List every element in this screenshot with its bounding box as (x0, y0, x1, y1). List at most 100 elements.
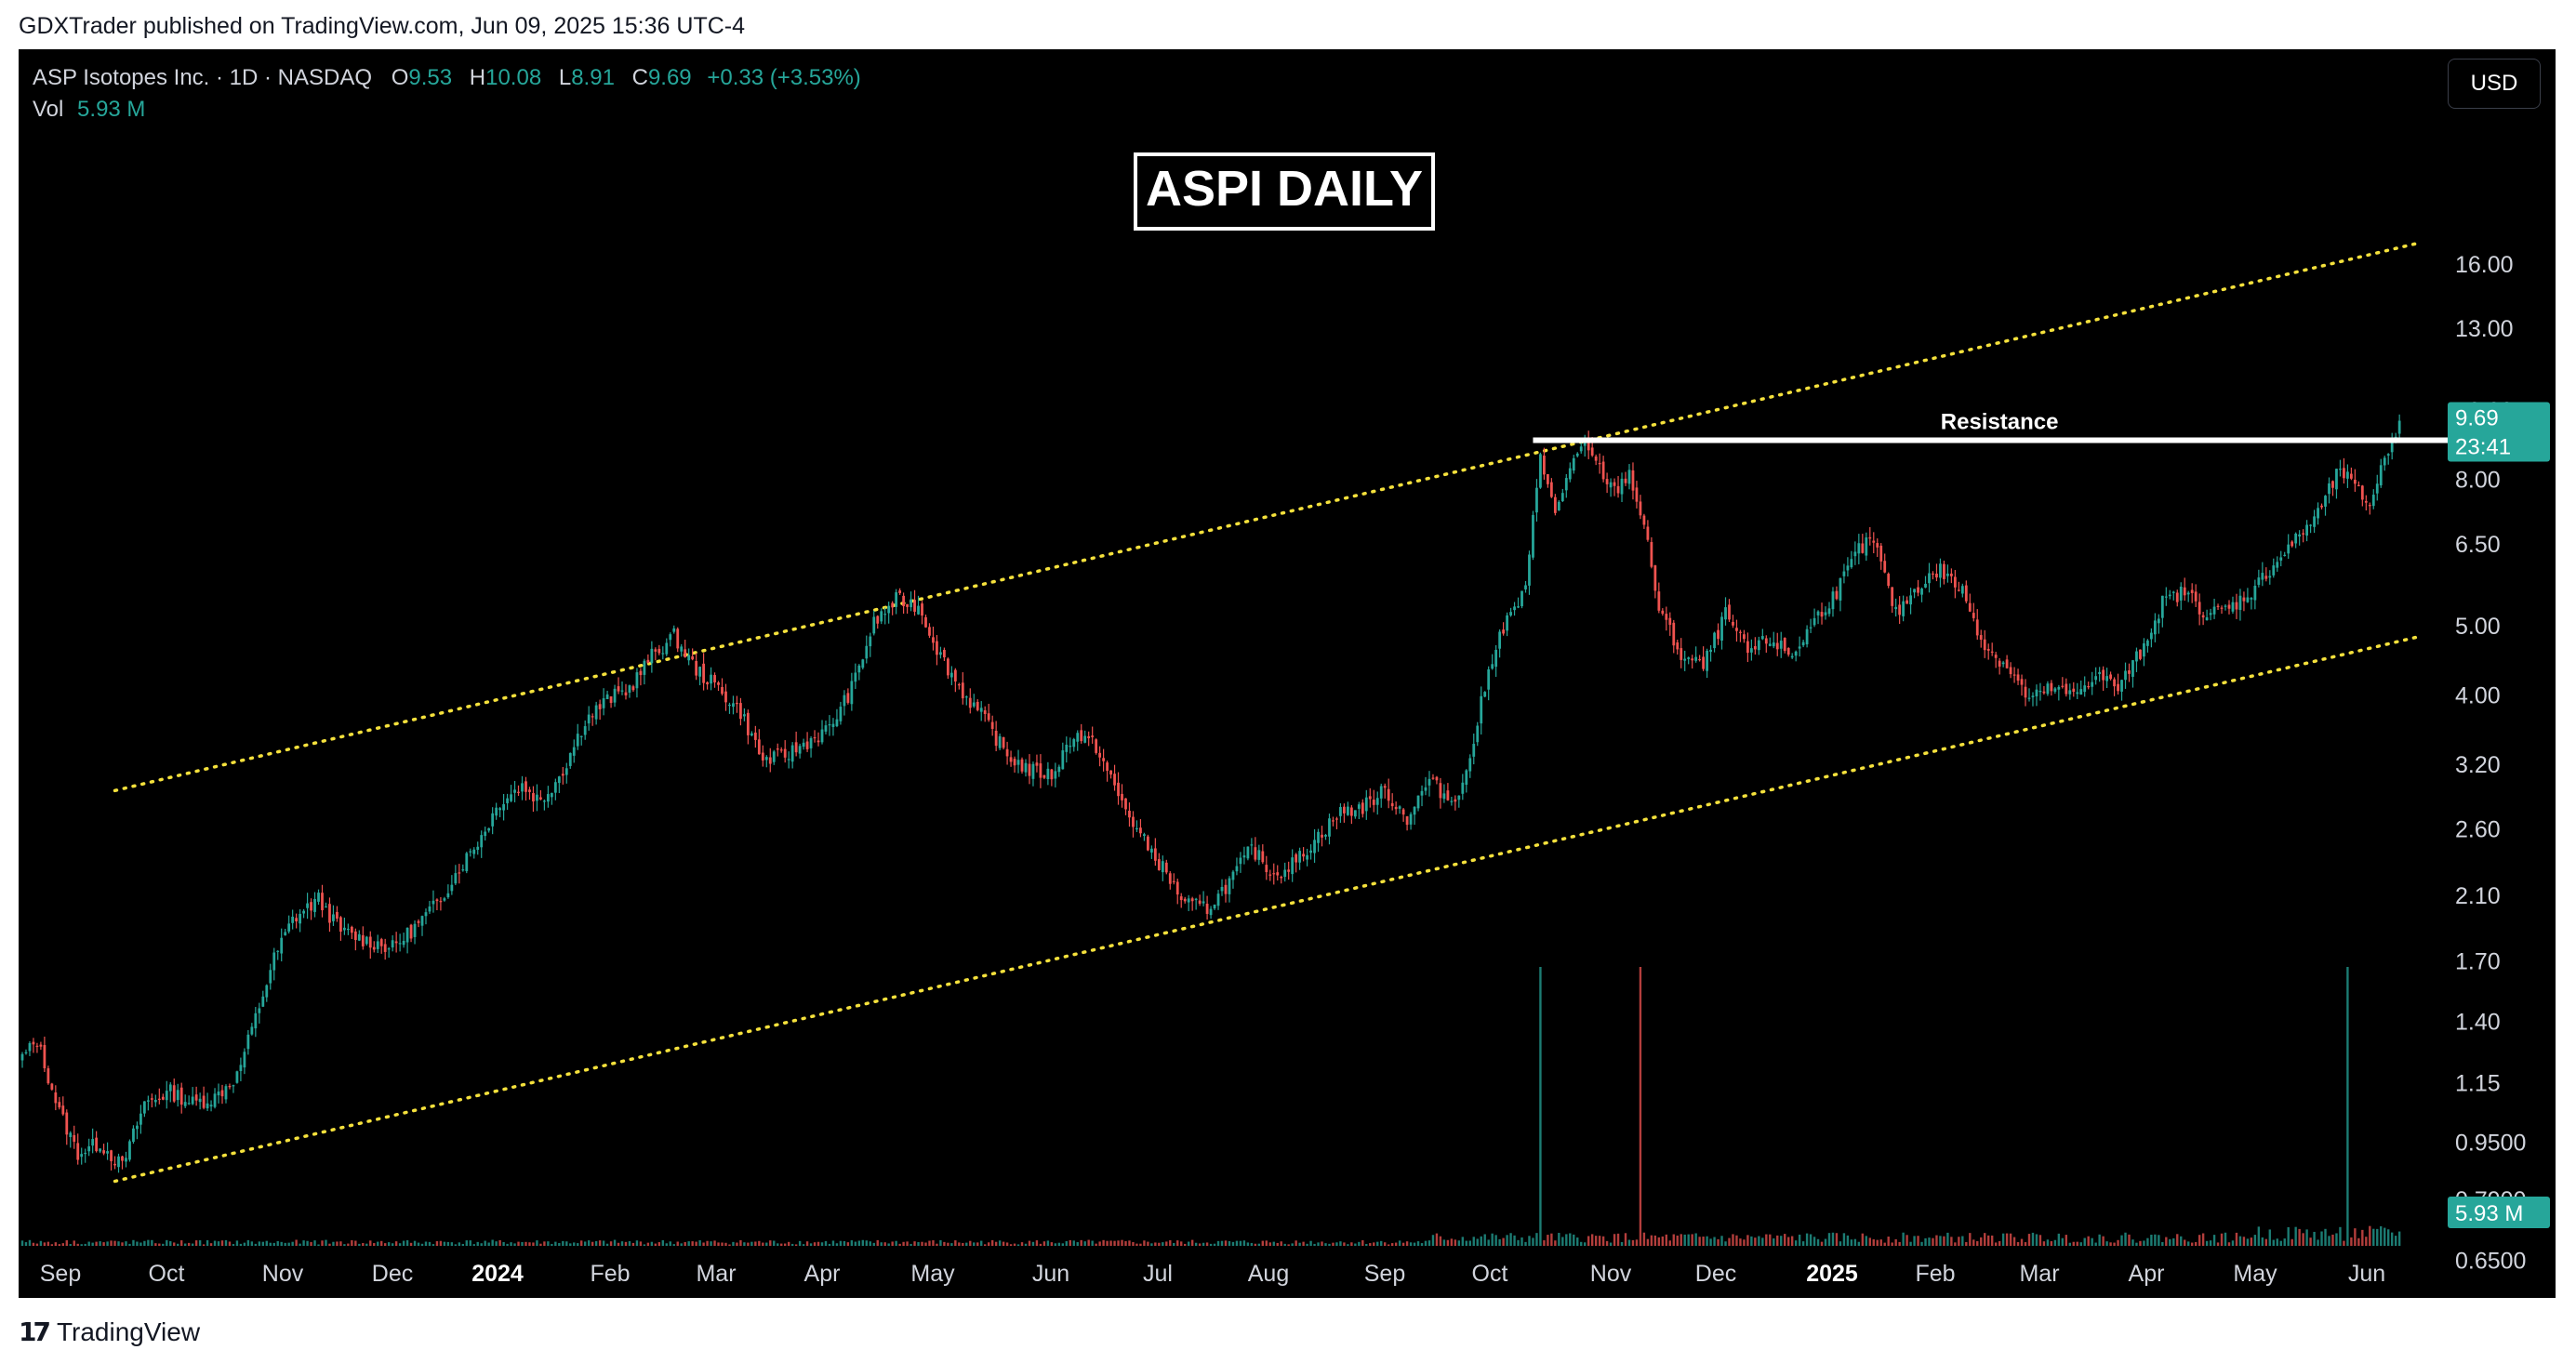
volume-bar (913, 1241, 916, 1246)
tradingview-logo[interactable]: 17 TradingView (19, 1317, 200, 1347)
volume-bar (110, 1240, 113, 1246)
candle (2246, 588, 2250, 603)
volume-bar (1420, 1243, 1424, 1246)
volume-bar (239, 1243, 243, 1246)
candle (728, 702, 731, 714)
candle (424, 908, 428, 925)
candle (1364, 789, 1368, 820)
candle (461, 864, 465, 872)
candle (684, 640, 687, 658)
candle (2072, 682, 2076, 697)
candle (498, 806, 502, 818)
candle (1113, 764, 1116, 791)
resistance-label: Resistance (1941, 410, 2059, 435)
volume-bar (828, 1243, 831, 1246)
volume-bar (2024, 1242, 2027, 1246)
candle (732, 695, 735, 715)
volume-bar (295, 1239, 298, 1246)
volume-bar (583, 1241, 587, 1246)
candle (1339, 803, 1342, 823)
volume-bar (54, 1242, 58, 1246)
candle (1786, 647, 1790, 657)
volume-bar (209, 1243, 213, 1246)
candle (576, 723, 579, 750)
volume-bar (865, 1240, 868, 1246)
volume-bar (2113, 1242, 2116, 1246)
volume-bar (325, 1239, 327, 1246)
volume-bar (1620, 1241, 1624, 1246)
volume-bar (1702, 1237, 1705, 1246)
volume-bar (69, 1244, 72, 1246)
volume-bar (2209, 1240, 2212, 1246)
candle (839, 701, 843, 725)
candle (798, 743, 802, 759)
candle (617, 677, 620, 695)
candle (1816, 610, 1820, 625)
candle (376, 934, 379, 954)
candle (768, 748, 772, 773)
candle (2212, 598, 2216, 619)
volume-bar (1809, 1234, 1812, 1246)
volume-bar (1213, 1243, 1216, 1246)
candle (157, 1088, 161, 1105)
volume-bar (906, 1241, 909, 1246)
volume-bar (998, 1240, 1002, 1246)
candle (1190, 896, 1194, 911)
candle (1313, 828, 1316, 863)
volume-bar (594, 1240, 598, 1246)
candle (58, 1096, 61, 1110)
symbol-name[interactable]: ASP Isotopes Inc. · 1D · NASDAQ (33, 65, 373, 90)
volume-bar (1801, 1241, 1805, 1246)
candle (2027, 688, 2031, 702)
candle (317, 889, 320, 906)
candle (1109, 770, 1112, 779)
candle (1132, 811, 1135, 838)
volume-bar (1732, 1234, 1734, 1246)
volume-bar (2294, 1226, 2297, 1246)
candle (206, 1092, 209, 1112)
candle (1042, 774, 1046, 780)
volume-bar (2224, 1232, 2227, 1246)
volume-bar (465, 1240, 468, 1246)
x-tick-label: Jun (1032, 1261, 1069, 1287)
channel-lower-line[interactable] (113, 634, 2423, 1184)
candle (413, 920, 417, 945)
volume-bar (558, 1242, 561, 1246)
price-chart[interactable]: Resistance 16.0013.0010.008.006.505.004.… (19, 49, 2556, 1298)
candle (280, 928, 284, 962)
candle (2109, 671, 2112, 681)
volume-bar (1013, 1243, 1016, 1246)
volume-bar (206, 1239, 209, 1246)
volume-bar (1102, 1239, 1105, 1246)
volume-bar (2180, 1236, 2183, 1246)
channel-upper-line[interactable] (113, 240, 2423, 793)
volume-bar (784, 1243, 787, 1246)
candle (794, 731, 798, 757)
volume-bar (895, 1240, 897, 1246)
candle (217, 1083, 220, 1104)
volume-bar (736, 1242, 738, 1246)
volume-bar (1483, 1234, 1486, 1246)
candle (1801, 639, 1805, 648)
volume-bar (2146, 1237, 2149, 1246)
volume-bar (102, 1242, 105, 1246)
currency-button[interactable]: USD (2448, 59, 2541, 109)
open-value: 9.53 (408, 65, 453, 90)
volume-bar (1494, 1235, 1497, 1246)
volume-bar (143, 1240, 146, 1246)
volume-bar (587, 1240, 591, 1246)
candle (843, 690, 846, 716)
candle (1768, 637, 1772, 647)
candle (409, 923, 413, 943)
volume-bar (973, 1242, 976, 1246)
volume-bar (180, 1240, 183, 1246)
candle (128, 1139, 131, 1162)
volume-bar (947, 1242, 949, 1246)
volume-bar (551, 1243, 553, 1246)
candle (1398, 805, 1401, 814)
candle (865, 635, 869, 664)
volume-bar (1642, 1232, 1646, 1246)
volume-bar (1657, 1237, 1661, 1246)
candle (1680, 638, 1683, 668)
volume-bar (2009, 1233, 2012, 1246)
